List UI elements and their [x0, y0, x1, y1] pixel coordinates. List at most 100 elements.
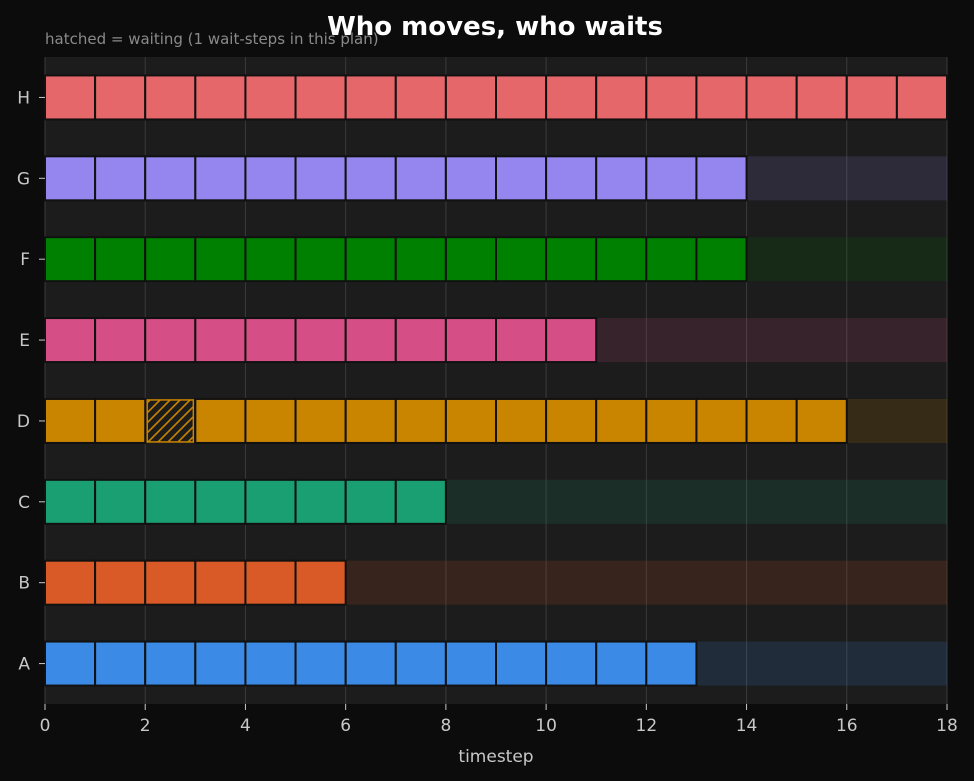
plot-area — [45, 57, 947, 704]
agent-D-idle-track — [846, 398, 947, 443]
y-tick-label-D: D — [17, 412, 30, 432]
agent-B-step-4 — [244, 559, 297, 606]
x-tick-label-10: 10 — [535, 716, 557, 736]
agent-A-step-7 — [394, 640, 447, 687]
agent-C-step-6 — [344, 478, 397, 525]
y-tick-label-C: C — [18, 493, 30, 513]
agent-H-step-10 — [545, 74, 598, 121]
agent-E-step-9 — [495, 317, 548, 364]
agent-E-step-7 — [394, 317, 447, 364]
agent-H-step-8 — [444, 74, 497, 121]
agent-D-step-4 — [244, 397, 297, 444]
agent-D-step-13 — [695, 397, 748, 444]
agent-G-step-10 — [545, 155, 598, 202]
agent-E-step-8 — [444, 317, 497, 364]
y-tick-label-F: F — [20, 250, 30, 270]
agent-G-step-13 — [695, 155, 748, 202]
agent-E-step-4 — [244, 317, 297, 364]
agent-A-step-10 — [545, 640, 598, 687]
agent-F-step-3 — [194, 236, 247, 283]
agent-B-step-2 — [144, 559, 197, 606]
agent-G-step-11 — [595, 155, 648, 202]
y-tick-label-E: E — [19, 331, 30, 351]
agent-H-step-3 — [194, 74, 247, 121]
agent-C-step-0 — [44, 478, 97, 525]
agent-D-step-15 — [795, 397, 848, 444]
agent-H-step-16 — [845, 74, 898, 121]
y-tick-label-B: B — [18, 574, 30, 594]
agent-C-step-5 — [294, 478, 347, 525]
x-tick-label-4: 4 — [240, 716, 251, 736]
x-tick-label-8: 8 — [440, 716, 451, 736]
agent-H-step-5 — [294, 74, 347, 121]
agent-A-step-2 — [144, 640, 197, 687]
agent-A-step-11 — [595, 640, 648, 687]
agent-G-step-8 — [444, 155, 497, 202]
bars-group — [44, 74, 949, 687]
x-tick-label-12: 12 — [636, 716, 658, 736]
agent-D-step-11 — [595, 397, 648, 444]
chart-subtitle: hatched = waiting (1 wait-steps in this … — [45, 30, 379, 48]
agent-F-step-0 — [44, 236, 97, 283]
agent-H-step-0 — [44, 74, 97, 121]
agent-E-step-2 — [144, 317, 197, 364]
agent-H-step-14 — [745, 74, 798, 121]
agent-C-step-2 — [144, 478, 197, 525]
agent-F-idle-track — [746, 237, 947, 282]
agent-A-step-3 — [194, 640, 247, 687]
agent-G-step-12 — [645, 155, 698, 202]
chart-title: Who moves, who waits — [327, 12, 663, 42]
agent-A-step-8 — [444, 640, 497, 687]
agent-F-step-1 — [94, 236, 147, 283]
agent-F-step-12 — [645, 236, 698, 283]
agent-F-step-5 — [294, 236, 347, 283]
agent-G-step-7 — [394, 155, 447, 202]
agent-B-idle-track — [345, 560, 948, 605]
agent-G-step-2 — [144, 155, 197, 202]
x-tick-label-6: 6 — [340, 716, 351, 736]
agent-D-step-12 — [645, 397, 698, 444]
agent-A-idle-track — [696, 641, 947, 686]
agent-H-step-12 — [645, 74, 698, 121]
agent-D-step-1 — [94, 397, 147, 444]
agent-D-step-7 — [394, 397, 447, 444]
agent-A-step-6 — [344, 640, 397, 687]
agent-F-step-9 — [495, 236, 548, 283]
agent-C-step-1 — [94, 478, 147, 525]
agent-C-step-4 — [244, 478, 297, 525]
agent-B-step-3 — [194, 559, 247, 606]
agent-B-step-1 — [94, 559, 147, 606]
x-tick-label-2: 2 — [140, 716, 151, 736]
x-axis-label: timestep — [458, 747, 533, 767]
agent-G-step-9 — [495, 155, 548, 202]
agent-G-step-0 — [44, 155, 97, 202]
agent-H-step-7 — [394, 74, 447, 121]
agent-E-step-1 — [94, 317, 147, 364]
agent-F-step-8 — [444, 236, 497, 283]
agent-G-idle-track — [746, 156, 947, 201]
agent-F-step-11 — [595, 236, 648, 283]
agent-H-step-11 — [595, 74, 648, 121]
agent-G-step-4 — [244, 155, 297, 202]
agent-H-step-17 — [895, 74, 949, 121]
agent-E-step-5 — [294, 317, 347, 364]
agent-A-step-1 — [94, 640, 147, 687]
agent-F-step-7 — [394, 236, 447, 283]
agent-G-step-6 — [344, 155, 397, 202]
x-tick-label-0: 0 — [40, 716, 51, 736]
agent-H-step-9 — [495, 74, 548, 121]
agent-A-step-5 — [294, 640, 347, 687]
agent-C-idle-track — [445, 479, 947, 524]
agent-A-step-4 — [244, 640, 297, 687]
agent-E-step-6 — [344, 317, 397, 364]
agent-E-idle-track — [596, 318, 947, 363]
agent-D-step-10 — [545, 397, 598, 444]
y-tick-label-H: H — [17, 88, 30, 108]
agent-D-step-0 — [44, 397, 97, 444]
agent-A-step-9 — [495, 640, 548, 687]
agent-H-step-1 — [94, 74, 147, 121]
agent-F-step-10 — [545, 236, 598, 283]
agent-B-step-0 — [44, 559, 97, 606]
axes-group: A B C D E F G H 0 2 4 6 8 10 12 14 16 18 — [17, 88, 958, 736]
